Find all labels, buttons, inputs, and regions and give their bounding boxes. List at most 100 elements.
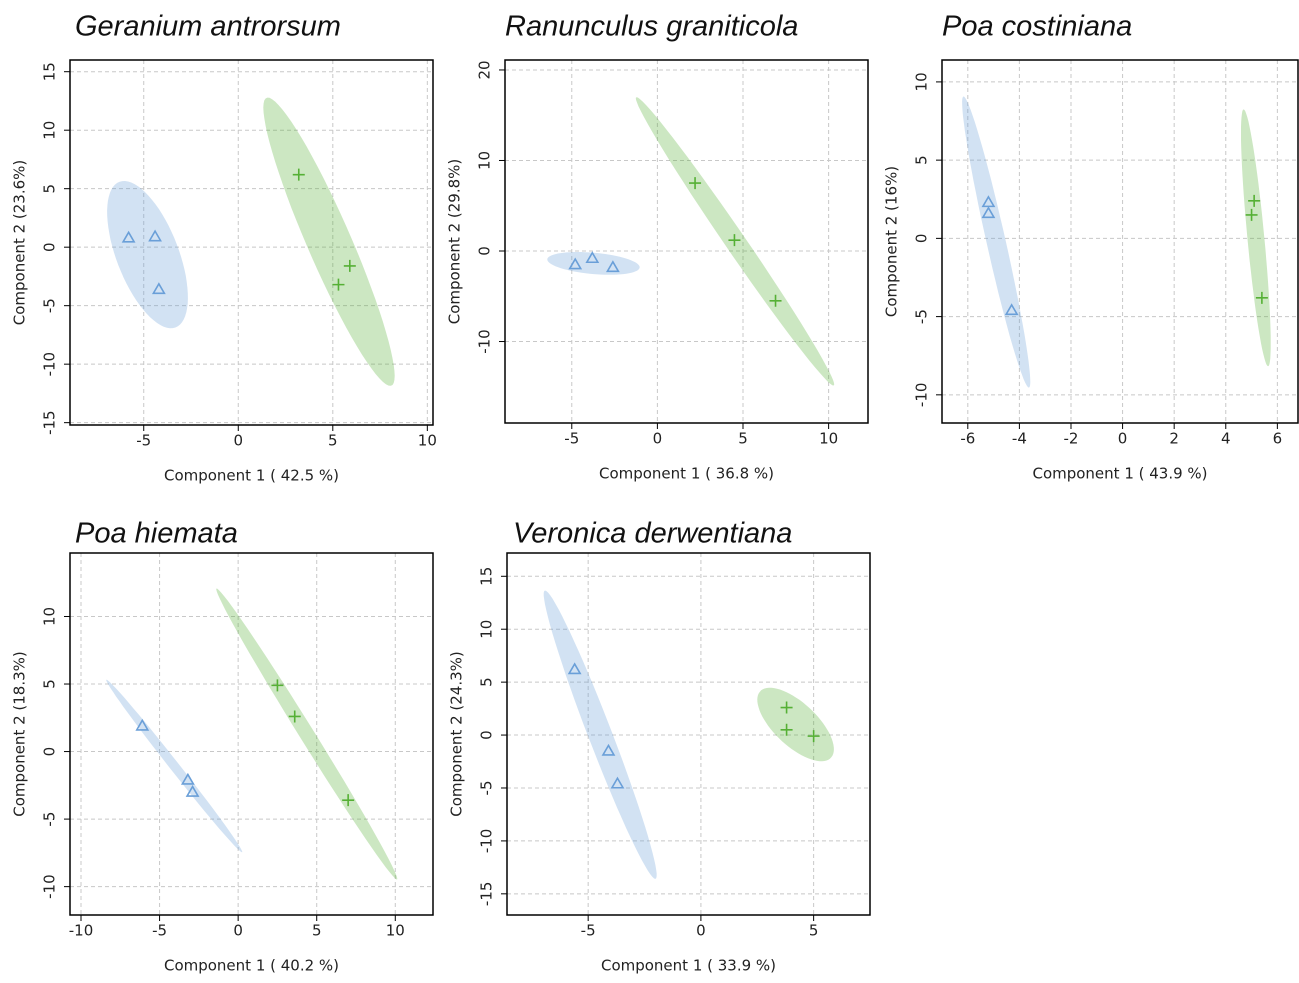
x-axis-label: Component 1 ( 33.9 %) [601,957,776,975]
panel-title: Poa costiniana [942,11,1132,43]
point [601,743,616,756]
point [1248,194,1261,207]
point [292,168,305,181]
y-tick-label: 10 [913,72,931,91]
panel: Poa costiniana -6 -4 -2 0 2 4 6 -10 -5 0 5 10 Compone… [883,11,1299,483]
y-tick-label: 0 [476,246,494,256]
x-tick-label: 0 [1118,430,1128,448]
point [151,282,166,295]
y-tick-label: 5 [478,677,496,687]
point [135,718,150,731]
y-tick-label: 5 [41,679,59,689]
y-tick-label: 0 [41,242,59,252]
y-tick-label: 10 [476,151,494,170]
panel: Ranunculus graniticola -5 0 5 10 -10 0 10 20 Comp… [446,11,869,483]
point [728,234,741,247]
point [585,251,600,264]
x-tick-label: 5 [809,922,819,940]
y-tick-label: 10 [41,121,59,140]
point [1004,303,1019,316]
y-tick-label: 5 [913,155,931,165]
panel-title: Ranunculus graniticola [505,11,798,43]
point [769,294,782,307]
point [332,278,345,291]
confidence-ellipse [263,97,395,386]
confidence-ellipse [757,687,834,762]
point [689,177,702,190]
confidence-ellipse [106,679,243,853]
y-tick-label: -10 [478,829,496,854]
point [1245,208,1258,221]
x-tick-label: 5 [738,430,748,448]
panel: Veronica derwentiana -5 0 5 -15 -10 -5 0 5 10 15 Co… [448,518,871,975]
y-axis-label: Component 2 (23.6%) [11,160,29,326]
point [568,257,583,270]
ellipses [107,97,395,386]
point [180,772,195,785]
y-tick-label: 10 [41,607,59,626]
y-tick-label: 15 [41,62,59,81]
x-tick-label: -10 [69,922,94,940]
panel-title: Poa hiemata [75,518,238,550]
panel: Geranium antrorsum -5 0 5 10 -15 -10 -5 0 5 10 15 Co… [11,11,437,485]
y-tick-label: -10 [476,329,494,354]
x-tick-label: -5 [564,430,579,448]
plot-frame [506,552,871,916]
y-tick-label: -15 [478,882,496,907]
y-axis-label: Component 2 (16%) [883,166,901,317]
point [185,784,200,797]
x-tick-label: 6 [1273,430,1283,448]
ellipses [962,96,1271,388]
y-tick-label: 15 [478,567,496,586]
point [343,259,356,272]
y-tick-label: 0 [478,730,496,740]
x-tick-label: 0 [233,432,243,450]
x-tick-label: 10 [386,922,405,940]
ellipses [547,97,835,386]
confidence-ellipse [1241,109,1271,367]
x-tick-label: -6 [960,430,975,448]
y-axis-label: Component 2 (29.8%) [446,159,464,325]
x-tick-label: -4 [1012,430,1027,448]
x-tick-label: -5 [136,432,151,450]
y-axis-label: Component 2 (18.3%) [11,651,29,817]
y-axis-label: Component 2 (24.3%) [448,651,466,817]
x-tick-label: 0 [653,430,663,448]
ellipses [543,590,834,879]
x-tick-label: 5 [328,432,338,450]
y-tick-label: 10 [478,620,496,639]
x-tick-label: 0 [233,922,243,940]
plot-frame [69,552,434,916]
y-tick-label: 0 [913,234,931,244]
point [148,229,162,242]
point [288,710,301,723]
x-tick-label: -2 [1064,430,1079,448]
panel-title: Geranium antrorsum [75,11,341,43]
x-tick-label: 5 [312,922,322,940]
y-tick-label: -10 [913,383,931,408]
x-axis-label: Component 1 ( 42.5 %) [164,467,339,485]
x-axis-label: Component 1 ( 40.2 %) [164,957,339,975]
y-tick-label: 20 [476,60,494,79]
point [271,679,284,692]
x-tick-label: 2 [1169,430,1179,448]
y-tick-label: -5 [913,309,931,324]
y-tick-label: 5 [41,184,59,194]
x-tick-label: -5 [152,922,167,940]
ellipses [106,588,398,880]
point [567,662,582,675]
plot-frame [504,59,869,424]
y-tick-label: -5 [41,298,59,313]
x-tick-label: 4 [1221,430,1231,448]
confidence-ellipse [216,588,398,880]
confidence-ellipse [543,590,657,879]
point [780,701,793,714]
x-tick-label: 0 [696,922,706,940]
panel: Poa hiemata -10 -5 0 5 10 -10 -5 0 5 10 Component 1… [11,518,434,975]
confidence-ellipse [107,181,188,329]
point [610,776,625,789]
point [121,230,136,243]
panel-title: Veronica derwentiana [513,518,792,550]
point [1255,291,1268,304]
